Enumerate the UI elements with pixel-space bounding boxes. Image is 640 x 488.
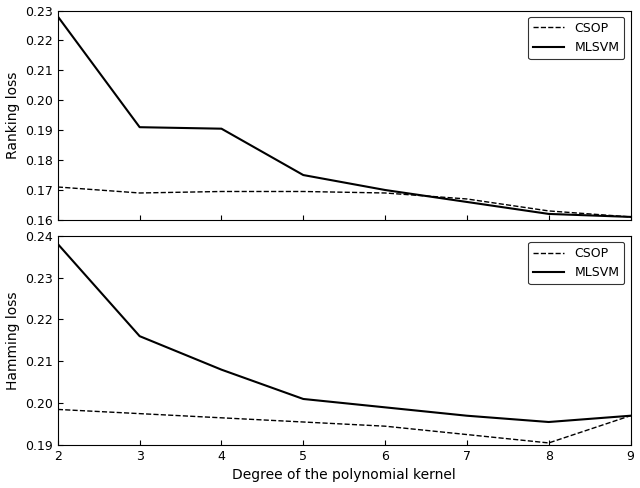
CSOP <box>463 431 471 437</box>
Y-axis label: Hamming loss: Hamming loss <box>6 291 20 389</box>
CSOP <box>300 419 307 425</box>
MLSVM <box>54 14 61 20</box>
CSOP <box>463 196 471 202</box>
MLSVM <box>136 333 143 339</box>
CSOP <box>136 190 143 196</box>
CSOP <box>54 407 61 412</box>
MLSVM <box>300 172 307 178</box>
Line: MLSVM: MLSVM <box>58 17 630 217</box>
CSOP <box>218 188 225 194</box>
MLSVM <box>218 126 225 132</box>
CSOP <box>627 413 634 419</box>
Y-axis label: Ranking loss: Ranking loss <box>6 72 20 159</box>
MLSVM <box>463 413 471 419</box>
CSOP <box>54 184 61 190</box>
MLSVM <box>545 211 552 217</box>
CSOP <box>381 190 389 196</box>
MLSVM <box>463 199 471 205</box>
X-axis label: Degree of the polynomial kernel: Degree of the polynomial kernel <box>232 468 456 483</box>
Line: CSOP: CSOP <box>58 409 630 443</box>
Line: MLSVM: MLSVM <box>58 244 630 422</box>
MLSVM <box>627 214 634 220</box>
Legend: CSOP, MLSVM: CSOP, MLSVM <box>528 242 624 284</box>
CSOP <box>218 415 225 421</box>
MLSVM <box>545 419 552 425</box>
CSOP <box>381 423 389 429</box>
MLSVM <box>627 413 634 419</box>
MLSVM <box>381 187 389 193</box>
MLSVM <box>300 396 307 402</box>
MLSVM <box>218 367 225 373</box>
CSOP <box>545 208 552 214</box>
CSOP <box>627 214 634 220</box>
MLSVM <box>54 241 61 247</box>
CSOP <box>136 411 143 417</box>
Legend: CSOP, MLSVM: CSOP, MLSVM <box>528 17 624 59</box>
CSOP <box>300 188 307 194</box>
MLSVM <box>381 405 389 410</box>
CSOP <box>545 440 552 446</box>
MLSVM <box>136 124 143 130</box>
Line: CSOP: CSOP <box>58 187 630 217</box>
